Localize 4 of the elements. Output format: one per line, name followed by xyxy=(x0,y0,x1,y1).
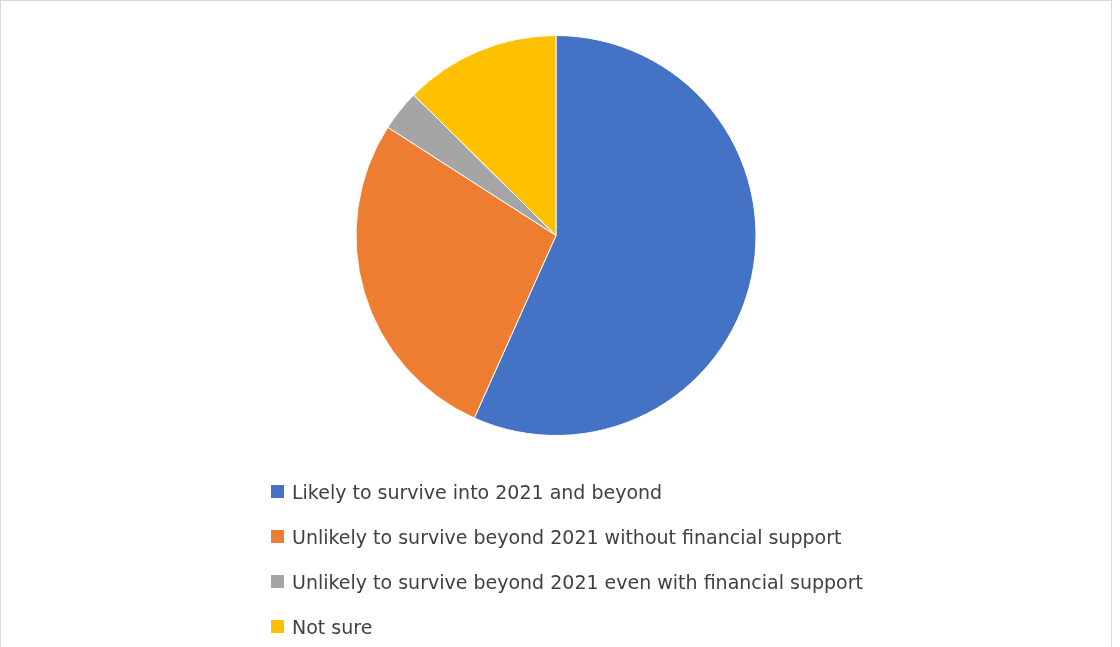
legend-label: Not sure xyxy=(292,615,373,638)
legend-label: Unlikely to survive beyond 2021 without financial support xyxy=(292,525,842,548)
legend-label: Likely to survive into 2021 and beyond xyxy=(292,480,663,503)
legend-label: Unlikely to survive beyond 2021 even with financial support xyxy=(292,570,863,593)
